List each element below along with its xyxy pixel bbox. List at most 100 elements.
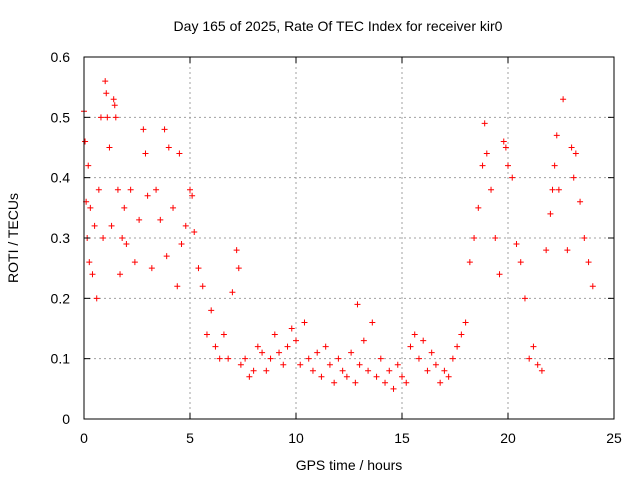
data-point	[246, 373, 253, 380]
x-axis-label: GPS time / hours	[296, 457, 403, 473]
data-point	[365, 367, 372, 374]
data-point	[331, 379, 338, 386]
data-point	[97, 114, 104, 121]
data-point	[208, 307, 215, 314]
data-point	[87, 204, 94, 211]
data-point	[437, 379, 444, 386]
data-point	[212, 343, 219, 350]
data-point	[91, 222, 98, 229]
data-point	[93, 295, 100, 302]
data-point	[301, 319, 308, 326]
data-point	[104, 114, 111, 121]
data-point	[297, 361, 304, 368]
data-point	[382, 379, 389, 386]
y-tick-label: 0.5	[51, 109, 71, 125]
data-point	[131, 259, 138, 266]
data-point	[339, 367, 346, 374]
data-point	[280, 361, 287, 368]
data-point	[127, 186, 134, 193]
data-point	[502, 144, 509, 151]
data-point	[564, 247, 571, 254]
data-point	[322, 343, 329, 350]
data-point	[424, 367, 431, 374]
data-point	[235, 265, 242, 272]
y-tick-label: 0	[62, 411, 70, 427]
data-point	[458, 331, 465, 338]
x-tick-label: 15	[394, 430, 410, 446]
data-point	[530, 343, 537, 350]
y-tick-label: 0.6	[51, 49, 71, 65]
data-point	[153, 186, 160, 193]
chart-title: Day 165 of 2025, Rate Of TEC Index for r…	[174, 18, 503, 34]
data-point	[454, 343, 461, 350]
data-point	[276, 349, 283, 356]
data-point	[505, 162, 511, 169]
data-point	[386, 367, 393, 374]
data-point	[318, 373, 325, 380]
data-point	[114, 186, 121, 193]
data-point	[543, 247, 550, 254]
x-tick-label: 20	[500, 430, 516, 446]
data-point	[163, 253, 170, 260]
data-point	[547, 210, 554, 217]
data-point	[102, 78, 109, 85]
data-point	[293, 337, 299, 344]
data-point	[403, 379, 410, 386]
data-point	[471, 235, 478, 241]
data-point	[142, 150, 149, 157]
data-point	[394, 361, 401, 368]
data-point	[585, 259, 592, 266]
x-tick-labels: 0 5 10 15 20 25	[80, 430, 622, 446]
data-point	[176, 150, 183, 157]
data-point	[466, 259, 473, 266]
data-point	[551, 162, 558, 169]
data-point	[148, 265, 155, 272]
data-point	[407, 343, 414, 350]
data-point	[110, 96, 117, 103]
data-point	[483, 150, 490, 157]
data-point	[568, 144, 575, 151]
data-point	[95, 186, 102, 193]
data-point	[326, 361, 333, 368]
data-point	[250, 367, 257, 374]
data-point	[237, 361, 244, 368]
y-tick-label: 0.4	[51, 170, 71, 186]
y-tick-labels: 0 0.1 0.2 0.3 0.4 0.5 0.6	[51, 49, 71, 427]
data-point	[521, 295, 528, 302]
data-point	[492, 235, 499, 241]
data-point	[254, 343, 261, 350]
data-point	[199, 283, 206, 290]
data-point	[123, 241, 130, 248]
data-point	[399, 373, 405, 380]
y-tick-label: 0.2	[51, 290, 71, 306]
data-point	[216, 355, 223, 362]
data-point	[581, 235, 588, 241]
data-point	[103, 90, 110, 97]
data-point	[549, 186, 556, 193]
x-tick-label: 10	[288, 430, 304, 446]
data-point	[165, 144, 172, 151]
data-point	[432, 361, 439, 368]
data-point	[263, 367, 270, 374]
data-point	[117, 271, 124, 278]
data-point	[513, 241, 520, 248]
data-point	[119, 235, 126, 241]
data-point	[220, 331, 227, 338]
y-tick-label: 0.3	[51, 230, 71, 246]
data-point	[475, 204, 482, 211]
data-point	[182, 222, 189, 229]
data-point	[500, 138, 507, 145]
data-point	[121, 204, 128, 211]
data-point	[589, 283, 596, 290]
data-point	[89, 271, 96, 278]
data-point	[108, 222, 115, 229]
data-point	[373, 373, 380, 380]
data-point	[284, 343, 291, 350]
y-axis-label: ROTI / TECUs	[5, 193, 21, 283]
data-point	[509, 174, 516, 181]
data-point	[288, 325, 295, 332]
data-point	[170, 204, 177, 211]
data-point	[161, 126, 168, 133]
data-point	[271, 331, 278, 338]
